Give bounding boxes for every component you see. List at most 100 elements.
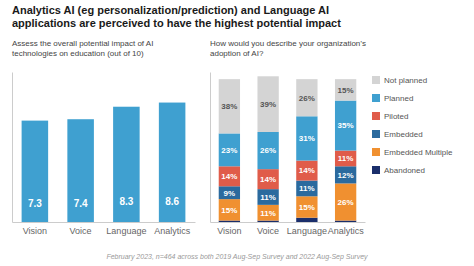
bar-segment (296, 218, 317, 222)
y-axis (12, 73, 13, 223)
bar-segment (219, 221, 240, 222)
legend-label: Not planned (384, 76, 427, 85)
x-tick-label: Analytics (154, 226, 191, 236)
bar-segment (219, 79, 240, 133)
legend-item: Piloted (372, 112, 408, 121)
bar-segment (296, 181, 317, 197)
data-label: 15% (338, 86, 354, 95)
bar (159, 103, 186, 222)
footnote: February 2023, n=464 across both 2019 Au… (106, 253, 368, 261)
x-tick-label: Analytics (328, 226, 365, 236)
x-tick: Language (287, 226, 327, 236)
data-label: 23% (221, 146, 237, 155)
bar (113, 107, 140, 222)
chart-root: Analytics AI (eg personalization/predict… (0, 0, 474, 266)
data-labels: 15%11%15%26%9%11%11%12%14%14%14%11%23%26… (221, 86, 353, 218)
legend-swatch (372, 130, 380, 138)
bars (22, 103, 186, 222)
bar-segment (335, 183, 356, 220)
y-axis-line (12, 73, 13, 223)
bar-segment (219, 186, 240, 199)
legend-label: Abandoned (384, 166, 425, 175)
data-label: 7.3 (28, 198, 42, 209)
legend: Not planned Planned Piloted Embedded Embedde… (372, 76, 453, 175)
bar (67, 119, 94, 222)
data-label: 14% (221, 172, 237, 181)
data-labels: 7.3 7.4 8.3 8.6 (28, 196, 180, 209)
series-layer (219, 183, 357, 220)
series-layer (219, 166, 357, 205)
title-line: Analytics AI (eg personalization/predict… (12, 4, 329, 16)
x-tick: Voice (257, 226, 279, 236)
legend-label: Piloted (384, 112, 408, 121)
x-tick-label: Vision (217, 226, 241, 236)
subtitle-line: technologies on education (out of 10) (12, 49, 144, 58)
stacked-bars (219, 76, 357, 222)
y-axis-line (210, 73, 211, 223)
bar-segment (335, 166, 356, 183)
data-label: 26% (299, 94, 315, 103)
subtitle-line: How would you describe your organization… (210, 39, 366, 48)
bar-segment (257, 76, 278, 132)
right-chart: 15%11%15%26%9%11%11%12%14%14%14%11%23%26… (211, 73, 366, 237)
legend-item: Planned (372, 94, 413, 103)
legend-item: Abandoned (372, 166, 425, 175)
legend-swatch (372, 94, 380, 102)
data-label: 26% (338, 198, 354, 207)
data-label: 8.6 (165, 196, 179, 207)
x-tick: Vision (217, 226, 241, 236)
data-label: 35% (338, 121, 354, 130)
data-label: 12% (338, 171, 354, 180)
bar-segment (335, 151, 356, 167)
x-tick-label: Vision (23, 226, 47, 236)
left-chart: Vision Voice Language Analytics 7.3 7.4 8.3 8.6 (13, 73, 196, 237)
x-tick: Voice (70, 226, 92, 236)
x-axis: Vision Voice LanguageAnalytics (211, 223, 366, 237)
bar-segment (296, 116, 317, 160)
data-label: 11% (338, 154, 354, 163)
data-label: 26% (260, 146, 276, 155)
bar-segment (219, 166, 240, 186)
bar-segment (257, 169, 278, 189)
data-label: 39% (260, 100, 276, 109)
bar-segment (219, 133, 240, 166)
data-label: 11% (260, 193, 276, 202)
bar-segment (335, 101, 356, 151)
bar-segment (257, 205, 278, 221)
data-label: 11% (260, 209, 276, 218)
data-label: 9% (224, 189, 236, 198)
data-label: 38% (221, 102, 237, 111)
data-label: 31% (299, 134, 315, 143)
legend-item: Not planned (372, 76, 427, 85)
bar-segment (335, 79, 356, 100)
legend-swatch (372, 112, 380, 120)
subtitle: Assess the overall potential impact of A… (12, 39, 153, 58)
x-tick-label: Voice (257, 226, 279, 236)
x-tick-label: Language (287, 226, 327, 236)
subtitle-line: Assess the overall potential impact of A… (12, 39, 153, 48)
data-label: 15% (221, 206, 237, 215)
bar-segment (219, 199, 240, 220)
title-line: applications are perceived to have the h… (12, 17, 341, 29)
x-tick-label: Voice (70, 226, 92, 236)
x-tick-label: Language (106, 226, 146, 236)
x-tick: Analytics (154, 226, 191, 236)
legend-item: Embedded Multiple (372, 148, 453, 157)
data-label: 7.4 (74, 198, 88, 209)
legend-item: Embedded (372, 130, 423, 139)
legend-label: Embedded Multiple (384, 148, 453, 157)
subtitle: How would you describe your organization… (210, 39, 366, 58)
legend-swatch (372, 148, 380, 156)
series-layer (219, 76, 357, 133)
x-axis-line (13, 222, 196, 223)
data-label: 8.3 (119, 196, 133, 207)
x-axis: Vision Voice Language Analytics (13, 223, 196, 237)
legend-swatch (372, 166, 380, 174)
data-label: 14% (260, 175, 276, 184)
data-label: 14% (299, 166, 315, 175)
y-axis (210, 73, 211, 223)
x-tick: Vision (23, 226, 47, 236)
title: Analytics AI (eg personalization/predict… (12, 4, 341, 29)
legend-label: Planned (384, 94, 413, 103)
x-tick: Analytics (328, 226, 365, 236)
